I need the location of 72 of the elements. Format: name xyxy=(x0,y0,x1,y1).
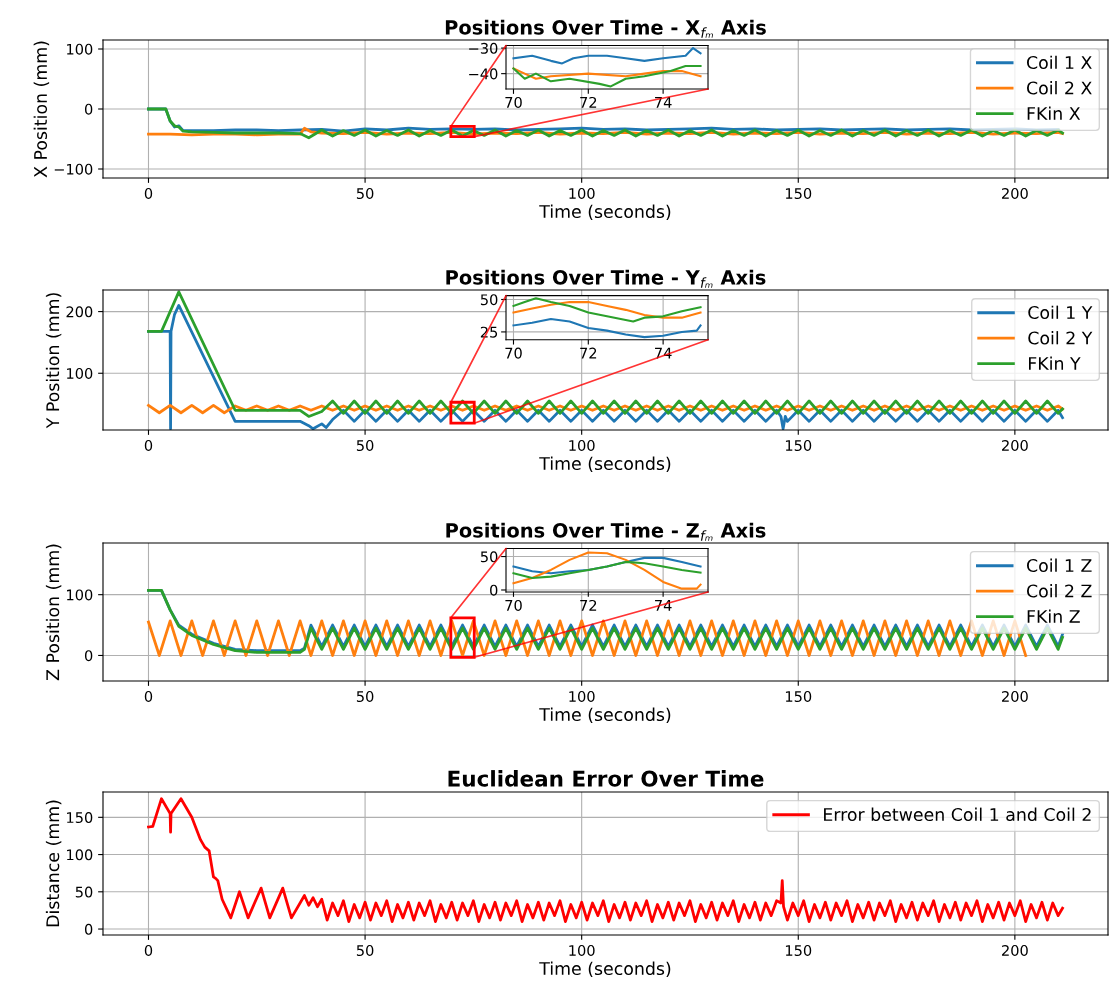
y-tick-label: 100 xyxy=(67,43,93,55)
x-tick-label: 150 xyxy=(785,187,812,200)
x-tick-label: 50 xyxy=(356,187,374,200)
chart-title: Positions Over Time - Z$_{fₘ}$ Axis xyxy=(446,522,766,541)
line-series xyxy=(512,317,702,339)
y-tick-label: 200 xyxy=(66,306,93,318)
legend-label: FKin Y xyxy=(1029,356,1081,370)
y-tick-label: 50 xyxy=(480,294,498,306)
x-tick-label: 100 xyxy=(569,439,595,452)
x-tick-label: 72 xyxy=(580,599,597,611)
y-tick-label: 50 xyxy=(75,886,93,898)
legend-label: Error between Coil 1 and Coil 2 xyxy=(824,807,1091,822)
y-tick-label: 0 xyxy=(84,923,93,935)
x-tick-label: 100 xyxy=(569,690,595,703)
chart-title: Positions Over Time - Y$_{fₘ}$ Axis xyxy=(446,269,766,288)
chart-title: Positions Over Time - X$_{fₘ}$ Axis xyxy=(445,19,766,38)
legend-label: FKin Z xyxy=(1027,609,1080,623)
x-tick-label: 150 xyxy=(785,439,812,452)
y-tick-label: 100 xyxy=(67,367,93,380)
legend-label: Coil 1 X xyxy=(1026,55,1092,70)
y-axis-title: Z Position (mm) xyxy=(45,544,62,681)
y-tick-label: 150 xyxy=(67,812,93,824)
x-axis-title: Time (seconds) xyxy=(539,707,671,724)
x-axis-title: Time (seconds) xyxy=(539,456,671,473)
line-series xyxy=(512,67,702,80)
y-tick-label: 100 xyxy=(67,849,93,861)
x-tick-label: 70 xyxy=(505,599,522,611)
x-tick-label: 200 xyxy=(1002,944,1028,957)
y-tick-label: 50 xyxy=(480,551,498,563)
y-axis-title: Y Position (mm) xyxy=(45,293,62,429)
x-tick-label: 150 xyxy=(785,690,812,703)
x-tick-label: 50 xyxy=(356,690,374,703)
x-tick-label: 72 xyxy=(580,347,597,359)
y-tick-label: −30 xyxy=(469,42,498,54)
x-tick-label: 0 xyxy=(144,439,153,452)
x-tick-label: 50 xyxy=(356,944,374,957)
y-tick-label: 0 xyxy=(490,584,498,596)
legend-label: Coil 2 X xyxy=(1026,81,1092,95)
x-tick-label: 100 xyxy=(569,944,595,957)
x-tick-label: 74 xyxy=(655,347,672,359)
x-tick-label: 50 xyxy=(356,439,374,452)
line-series xyxy=(512,47,702,65)
legend-label: Coil 1 Z xyxy=(1026,558,1092,573)
legend-label: Coil 2 Z xyxy=(1026,584,1092,598)
chart-title: Euclidean Error Over Time xyxy=(448,770,764,787)
line-series xyxy=(512,64,702,88)
y-tick-label: 0 xyxy=(84,650,93,662)
line-series xyxy=(512,560,702,579)
x-tick-label: 200 xyxy=(1002,690,1028,703)
x-tick-label: 0 xyxy=(144,187,153,200)
x-tick-label: 100 xyxy=(569,187,595,200)
y-axis-title: Distance (mm) xyxy=(45,800,62,927)
x-tick-label: 200 xyxy=(1002,187,1028,200)
y-axis-title: X Position (mm) xyxy=(33,41,50,178)
x-axis-title: Time (seconds) xyxy=(539,204,671,221)
x-axis-title: Time (seconds) xyxy=(539,961,671,978)
x-tick-label: 0 xyxy=(144,690,153,703)
x-tick-label: 150 xyxy=(785,944,812,957)
legend-label: FKin X xyxy=(1027,106,1081,120)
y-tick-label: −100 xyxy=(54,163,93,175)
y-tick-label: 100 xyxy=(67,589,93,601)
legend-label: Coil 2 Y xyxy=(1028,331,1093,345)
line-series xyxy=(147,107,1064,140)
x-tick-label: 0 xyxy=(144,944,153,957)
x-tick-label: 74 xyxy=(655,97,672,108)
line-series xyxy=(147,290,1064,418)
x-tick-label: 70 xyxy=(505,347,522,359)
x-tick-label: 70 xyxy=(505,96,522,108)
legend-label: Coil 1 Y xyxy=(1028,305,1093,320)
x-tick-label: 200 xyxy=(1002,439,1028,452)
x-tick-label: 72 xyxy=(580,96,597,108)
line-series xyxy=(512,551,702,590)
